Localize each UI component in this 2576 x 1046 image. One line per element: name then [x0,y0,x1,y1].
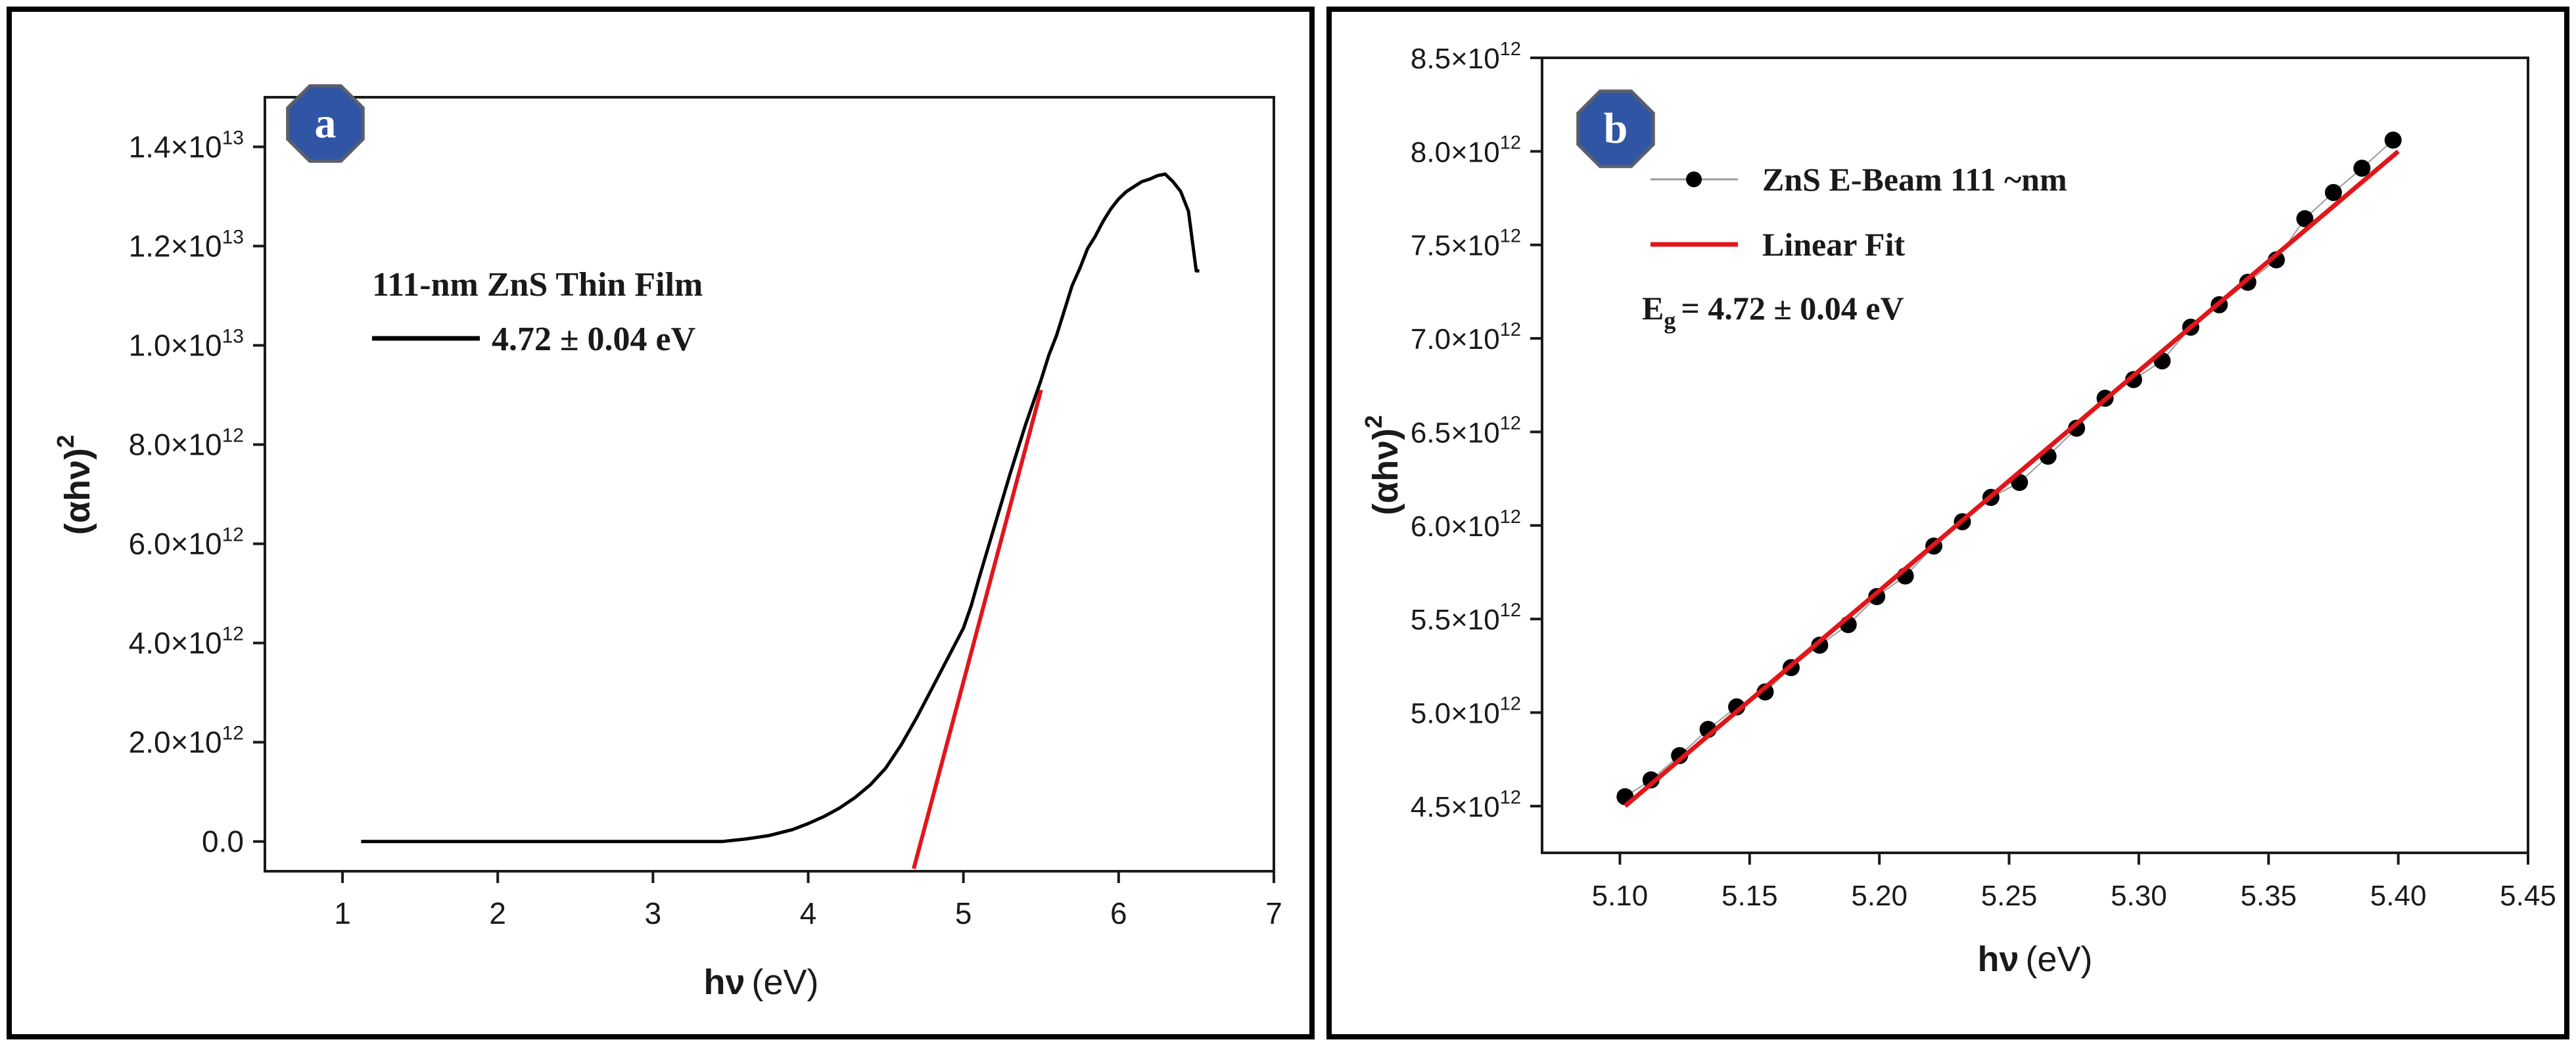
y-tick-label: 4.0×1012 [129,624,244,660]
x-tick-label: 4 [800,896,817,930]
data-point [2125,371,2142,388]
data-point [1671,746,1689,764]
series-line-linear-fit [1624,149,2400,808]
chart-b-svg: 5.10 5.15 5.20 5.25 5.30 5.35 5.40 5.45 4.5×101… [1360,39,2556,979]
bandgap-annotation: Eg = 4.72 ± 0.04 eV [1642,290,1904,334]
x-tick-label: 5.30 [2111,880,2167,912]
y-tick-label: 1.2×1013 [129,227,244,263]
x-tick-label: 5 [955,896,972,930]
series-line-linear-fit [912,389,1043,869]
x-tick-label: 1 [334,896,351,930]
x-tick-label: 2 [489,896,506,930]
y-tick-label: 6.0×1012 [1411,507,1521,543]
data-point [1728,698,1746,716]
panel-a-badge: a [286,84,365,163]
data-point [2384,131,2402,149]
badge-letter: b [1604,104,1628,152]
x-axis-label: hν (eV) [703,963,818,1002]
x-tick-label: 5.20 [1851,880,1908,912]
y-tick-label: 8.0×1012 [129,425,244,462]
x-tick-label: 5.40 [2370,880,2427,912]
series-connector [1624,139,2394,798]
y-tick-label: 5.0×1012 [1411,693,1521,729]
x-tick-label: 6 [1110,896,1127,930]
data-point [2353,159,2371,177]
badge-octagon-icon [1576,89,1655,168]
x-tick-label: 5.45 [2500,880,2556,912]
y-tick-label: 7.5×1012 [1411,226,1521,262]
chart-a-svg: 1 2 3 4 5 6 7 0.0 2.0×1012 4.0×1012 6.0×1012 8.0×1… [52,84,1282,1002]
x-tick-label: 5.25 [1981,880,2038,912]
y-axis-label: (αhν)2 [1360,415,1405,515]
chart-b-plot-frame [1541,57,2529,854]
data-point [1642,771,1660,788]
x-tick-label: 5.10 [1592,880,1649,912]
data-point [2068,419,2086,437]
y-tick-label: 8.5×1012 [1411,39,1521,75]
data-point [1756,683,1774,701]
legend-entry-fit: Linear Fit [1762,226,1905,263]
y-tick-label: 7.0×1012 [1411,319,1521,355]
y-tick-label: 6.0×1012 [129,524,244,561]
y-tick-label: 0.0 [202,825,244,859]
y-tick-label: 1.0×1013 [129,326,244,363]
y-tick-label: 1.4×1013 [129,127,244,164]
y-tick-label: 4.5×1012 [1411,787,1521,823]
x-tick-label: 5.35 [2240,880,2297,912]
y-tick-label: 8.0×1012 [1411,132,1521,168]
legend-title: 111-nm ZnS Thin Film [372,266,703,304]
chart-a-plot-frame [264,96,1275,873]
series-line-thin-film [361,172,1200,844]
y-tick-label: 5.5×1012 [1411,600,1521,636]
badge-letter: a [315,99,337,147]
badge-octagon-icon [286,84,365,163]
y-tick-label: 2.0×1012 [129,723,244,760]
chart-panel-b: 5.10 5.15 5.20 5.25 5.30 5.35 5.40 5.45 4.5×101… [1326,7,2569,1039]
x-tick-label: 7 [1265,896,1282,930]
data-point [2324,183,2342,201]
data-point [2296,210,2314,227]
x-tick-label: 3 [645,896,662,930]
y-axis-label: (αhν)2 [52,435,97,535]
panel-b-badge: b [1576,89,1655,168]
x-axis-label: hν (eV) [1977,940,2092,979]
legend-scatter-marker [1686,171,1702,187]
y-tick-label: 6.5×1012 [1411,413,1521,449]
data-point [1811,636,1829,654]
x-tick-label: 5.15 [1721,880,1778,912]
legend-entry: 4.72 ± 0.04 eV [492,321,695,358]
legend-entry-data: ZnS E-Beam 111 ~nm [1762,161,2067,198]
chart-panel-a: 1 2 3 4 5 6 7 0.0 2.0×1012 4.0×1012 6.0×1012 8.0×1… [7,7,1315,1039]
